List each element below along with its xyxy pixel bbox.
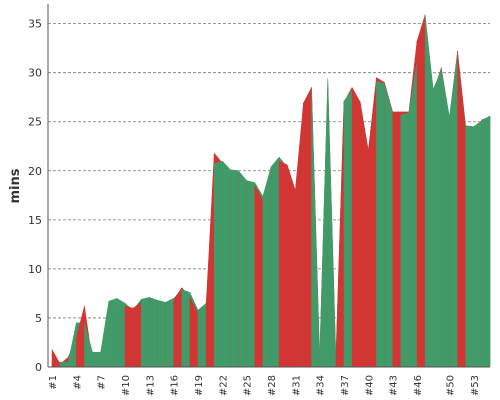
red-series-area-segment [295,103,304,368]
green-series-area-segment [222,160,231,368]
x-tick-label: #46 [413,375,424,396]
x-tick-label: #50 [445,375,456,396]
green-series-area-segment [262,166,272,368]
green-series-area-segment [84,322,93,368]
green-series-area-segment [441,69,450,368]
green-series-area-segment [197,302,207,368]
red-series-area-segment [132,301,142,368]
red-series-area-segment [335,102,345,368]
y-tick-label: 20 [28,165,42,178]
red-series-area-segment [124,305,134,368]
red-series-area-segment [351,87,361,368]
red-series-area-segment [76,306,85,368]
red-series-area-segment [368,77,377,368]
green-series-area-segment [67,322,77,368]
green-series-area-segment [213,160,223,368]
x-tick-label: #53 [470,375,481,396]
green-series-area-segment [408,61,418,368]
red-series-area-segment [392,111,402,368]
red-series-area-segment [303,87,312,368]
green-series-area-segment [149,296,158,368]
y-tick-label: 5 [35,312,42,325]
red-series-area-segment [286,164,296,368]
y-tick-label: 35 [28,18,42,31]
green-series-area-segment [246,180,256,368]
green-series-area-segment [100,301,110,368]
y-tick-label: 0 [35,361,42,374]
x-tick-label: #13 [145,375,156,396]
x-tick-label: #22 [218,375,229,396]
green-series-area-segment [108,297,118,368]
y-axis-title: mins [8,168,23,203]
green-series-area-segment [230,169,239,368]
green-series-area-segment [424,16,434,368]
green-series-area-segment [432,69,442,368]
x-tick-label: #43 [389,375,400,396]
x-tick-label: #28 [267,375,278,396]
green-series-area-segment [311,89,320,368]
y-tick-label: 30 [28,67,42,80]
green-series-area-segment [238,170,247,368]
green-series-area-segment [92,352,101,368]
x-tick-label: #19 [194,375,205,396]
x-tick-label: #7 [97,375,108,390]
red-series-area-segment [457,51,466,368]
red-series-area-segment [173,286,183,368]
green-series-area-segment [473,120,483,368]
x-tick-label: #25 [243,375,254,396]
green-series-area-segment [449,52,458,368]
red-series-area-segment [416,14,426,368]
x-tick-label: #37 [340,375,351,396]
green-series-area-segment [157,299,166,368]
red-series-area-segment [51,349,61,368]
x-tick-label: #40 [364,375,375,396]
y-tick-label: 10 [28,263,42,276]
red-series-area-segment [254,185,264,368]
green-series-area-segment [481,115,491,368]
green-series-area-segment [116,297,126,368]
green-series-area-segment [400,112,410,368]
axes: 0 5 10 15 20 25 30 35 #1 #4 #7 #10 #13 #16 #19 #22 #25 #2… [28,4,490,396]
x-tick-label: #34 [316,375,327,396]
green-series-area-segment [376,81,385,368]
series-areas [51,14,491,368]
green-series-area-segment [465,125,475,368]
y-tick-label: 15 [28,214,42,227]
x-tick-label: #16 [170,375,181,396]
green-series-area-segment [140,297,150,368]
x-tick-label: #1 [48,375,59,390]
green-series-area-segment [59,361,69,368]
y-tick-label: 25 [28,116,42,129]
red-series-area-segment [278,160,288,368]
red-series-area-segment [205,153,215,368]
green-series-area-segment [165,297,174,368]
x-tick-label: #4 [72,375,83,390]
x-tick-label: #31 [291,375,302,396]
x-tick-label: #10 [121,375,132,396]
green-series-area-segment [181,289,191,368]
green-series-area-segment [270,156,280,368]
green-series-area-segment [384,83,393,368]
green-series-area-segment [343,89,353,368]
